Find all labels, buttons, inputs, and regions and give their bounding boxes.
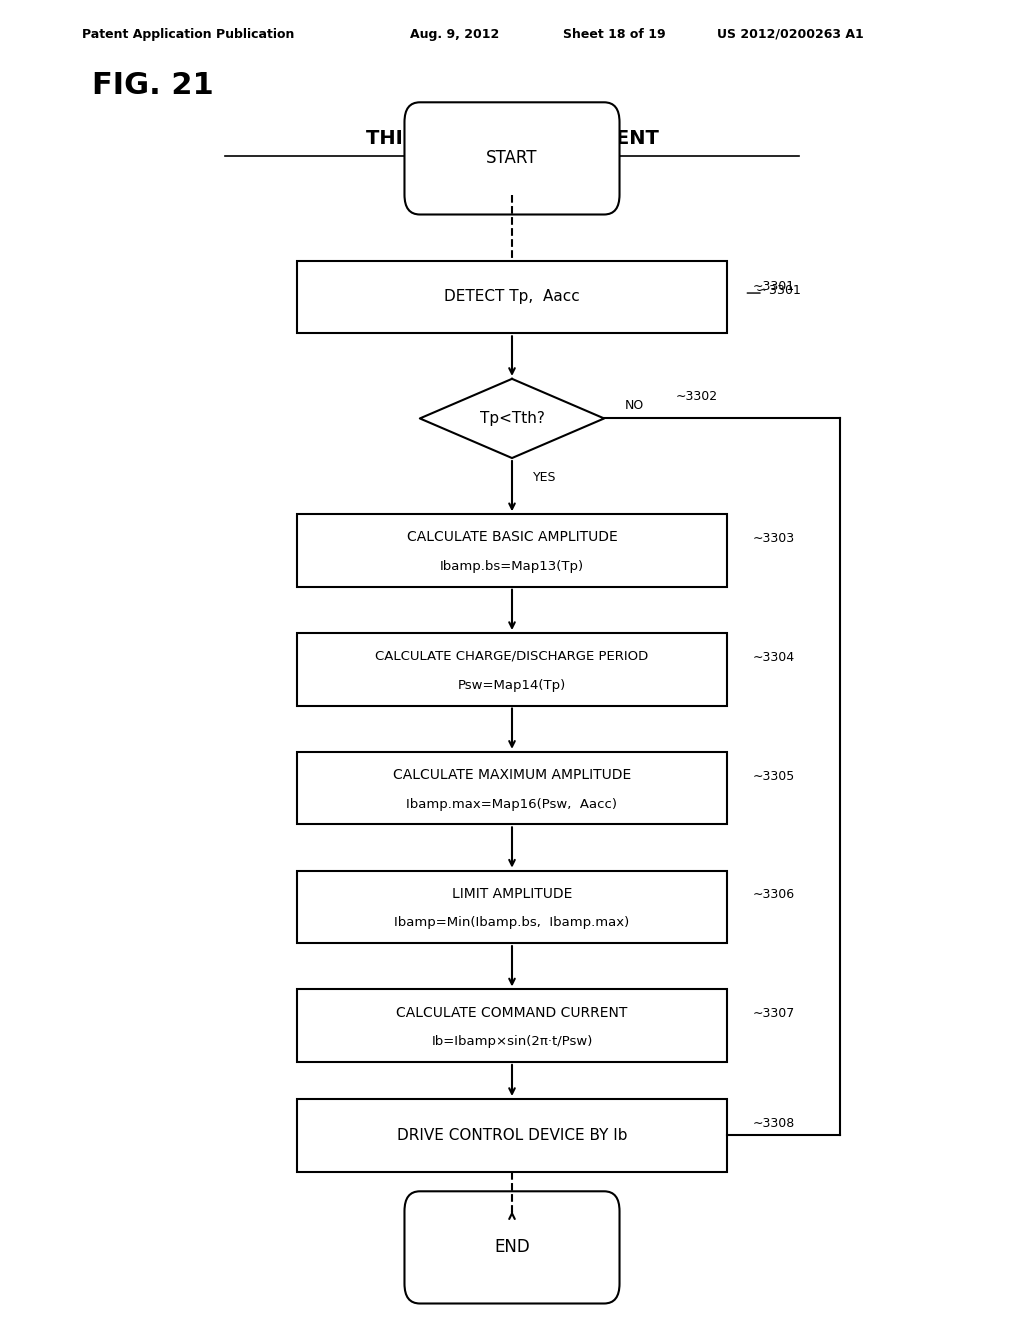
- Text: US 2012/0200263 A1: US 2012/0200263 A1: [717, 28, 863, 41]
- Text: Tp<Tth?: Tp<Tth?: [479, 411, 545, 426]
- Text: Sheet 18 of 19: Sheet 18 of 19: [563, 28, 666, 41]
- Polygon shape: [420, 379, 604, 458]
- Text: CALCULATE CHARGE/DISCHARGE PERIOD: CALCULATE CHARGE/DISCHARGE PERIOD: [376, 649, 648, 663]
- Text: Ib=Ibamp×sin(2π·t/Psw): Ib=Ibamp×sin(2π·t/Psw): [431, 1035, 593, 1048]
- Text: Aug. 9, 2012: Aug. 9, 2012: [410, 28, 499, 41]
- Text: FIG. 21: FIG. 21: [92, 71, 214, 100]
- Bar: [297, 990, 727, 1061]
- Text: CALCULATE BASIC AMPLITUDE: CALCULATE BASIC AMPLITUDE: [407, 531, 617, 544]
- Text: END: END: [495, 1238, 529, 1257]
- Bar: [297, 260, 727, 333]
- Text: ∼3305: ∼3305: [753, 770, 795, 783]
- Text: $\backsim$3301: $\backsim$3301: [753, 284, 801, 297]
- Text: Patent Application Publication: Patent Application Publication: [82, 28, 294, 41]
- Text: ∼3308: ∼3308: [753, 1117, 795, 1130]
- Text: YES: YES: [532, 471, 556, 484]
- Text: ∼3306: ∼3306: [753, 888, 795, 902]
- FancyBboxPatch shape: [404, 103, 620, 214]
- Text: ∼3301: ∼3301: [753, 280, 795, 293]
- Bar: [297, 752, 727, 824]
- Text: Ibamp=Min(Ibamp.bs,  Ibamp.max): Ibamp=Min(Ibamp.bs, Ibamp.max): [394, 916, 630, 929]
- Text: Psw=Map14(Tp): Psw=Map14(Tp): [458, 678, 566, 692]
- Text: Ibamp.max=Map16(Psw,  Aacc): Ibamp.max=Map16(Psw, Aacc): [407, 797, 617, 810]
- Text: Ibamp.bs=Map13(Tp): Ibamp.bs=Map13(Tp): [440, 560, 584, 573]
- Text: THIRTEENTH EMBODIMENT: THIRTEENTH EMBODIMENT: [366, 129, 658, 148]
- Text: LIMIT AMPLITUDE: LIMIT AMPLITUDE: [452, 887, 572, 900]
- Text: ∼3302: ∼3302: [676, 389, 718, 403]
- Text: ∼3304: ∼3304: [753, 651, 795, 664]
- Text: CALCULATE MAXIMUM AMPLITUDE: CALCULATE MAXIMUM AMPLITUDE: [393, 768, 631, 781]
- Text: ∼3307: ∼3307: [753, 1007, 795, 1020]
- Bar: [297, 513, 727, 586]
- Text: START: START: [486, 149, 538, 168]
- Text: DRIVE CONTROL DEVICE BY Ib: DRIVE CONTROL DEVICE BY Ib: [396, 1127, 628, 1143]
- Text: DETECT Tp,  Aacc: DETECT Tp, Aacc: [444, 289, 580, 305]
- Text: CALCULATE COMMAND CURRENT: CALCULATE COMMAND CURRENT: [396, 1006, 628, 1019]
- Text: NO: NO: [625, 399, 644, 412]
- FancyBboxPatch shape: [404, 1191, 620, 1304]
- Bar: [297, 634, 727, 706]
- Bar: [297, 871, 727, 942]
- Bar: [297, 1098, 727, 1172]
- Text: ∼3303: ∼3303: [753, 532, 795, 545]
